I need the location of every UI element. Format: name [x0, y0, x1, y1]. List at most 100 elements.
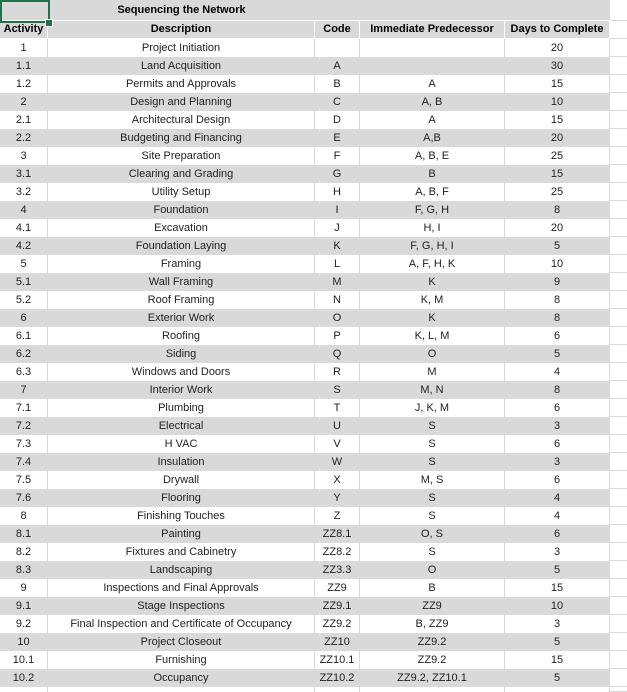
cell-days[interactable]: 5 — [505, 561, 610, 579]
cell-description[interactable]: H VAC — [48, 435, 315, 453]
empty-cell[interactable] — [610, 399, 627, 417]
cell-activity[interactable]: 4.1 — [0, 219, 48, 237]
cell-activity[interactable]: 6 — [0, 309, 48, 327]
empty-cell[interactable] — [48, 687, 315, 692]
cell-predecessor[interactable] — [360, 57, 505, 75]
cell-days[interactable]: 10 — [505, 255, 610, 273]
empty-cell[interactable] — [610, 201, 627, 219]
cell-days[interactable]: 4 — [505, 489, 610, 507]
cell-days[interactable]: 6 — [505, 327, 610, 345]
cell-description[interactable]: Flooring — [48, 489, 315, 507]
empty-cell[interactable] — [610, 147, 627, 165]
cell-code[interactable]: F — [315, 147, 360, 165]
empty-cell[interactable] — [360, 687, 505, 692]
cell-activity[interactable]: 8.2 — [0, 543, 48, 561]
cell-activity[interactable]: 5.2 — [0, 291, 48, 309]
cell-description[interactable]: Utility Setup — [48, 183, 315, 201]
cell-activity[interactable]: 2.2 — [0, 129, 48, 147]
cell-description[interactable]: Landscaping — [48, 561, 315, 579]
cell-activity[interactable]: 4.2 — [0, 237, 48, 255]
cell-code[interactable]: B — [315, 75, 360, 93]
empty-cell[interactable] — [315, 687, 360, 692]
empty-cell[interactable] — [610, 327, 627, 345]
cell-activity[interactable]: 10.1 — [0, 651, 48, 669]
cell-predecessor[interactable] — [360, 39, 505, 57]
cell-predecessor[interactable]: O — [360, 345, 505, 363]
empty-cell[interactable] — [610, 237, 627, 255]
cell-code[interactable]: H — [315, 183, 360, 201]
cell-predecessor[interactable]: ZZ9.2, ZZ10.1 — [360, 669, 505, 687]
cell-code[interactable]: ZZ10.1 — [315, 651, 360, 669]
cell-days[interactable]: 6 — [505, 435, 610, 453]
selected-cell[interactable] — [0, 0, 50, 23]
column-header-days[interactable]: Days to Complete — [505, 21, 610, 39]
cell-activity[interactable]: 7.2 — [0, 417, 48, 435]
cell-description[interactable]: Project Closeout — [48, 633, 315, 651]
cell-activity[interactable]: 8.1 — [0, 525, 48, 543]
cell-predecessor[interactable]: A, B, F — [360, 183, 505, 201]
cell-days[interactable]: 4 — [505, 363, 610, 381]
cell-days[interactable]: 20 — [505, 219, 610, 237]
empty-cell[interactable] — [610, 597, 627, 615]
cell-description[interactable]: Framing — [48, 255, 315, 273]
fill-handle[interactable] — [45, 19, 53, 27]
cell-days[interactable]: 8 — [505, 201, 610, 219]
cell-days[interactable]: 8 — [505, 309, 610, 327]
cell-activity[interactable]: 8.3 — [0, 561, 48, 579]
empty-cell[interactable] — [610, 525, 627, 543]
cell-predecessor[interactable]: S — [360, 453, 505, 471]
cell-description[interactable]: Siding — [48, 345, 315, 363]
cell-activity[interactable]: 9 — [0, 579, 48, 597]
empty-cell[interactable] — [610, 75, 627, 93]
empty-cell[interactable] — [610, 93, 627, 111]
cell-predecessor[interactable]: A — [360, 111, 505, 129]
cell-days[interactable]: 25 — [505, 147, 610, 165]
cell-code[interactable]: M — [315, 273, 360, 291]
cell-description[interactable]: Foundation Laying — [48, 237, 315, 255]
empty-cell[interactable] — [610, 615, 627, 633]
cell-description[interactable]: Fixtures and Cabinetry — [48, 543, 315, 561]
empty-cell[interactable] — [610, 21, 627, 39]
empty-cell[interactable] — [610, 651, 627, 669]
cell-description[interactable]: Permits and Approvals — [48, 75, 315, 93]
cell-days[interactable]: 15 — [505, 651, 610, 669]
cell-description[interactable]: Roofing — [48, 327, 315, 345]
cell-code[interactable]: ZZ8.1 — [315, 525, 360, 543]
cell-code[interactable]: ZZ10 — [315, 633, 360, 651]
cell-activity[interactable]: 7 — [0, 381, 48, 399]
empty-cell[interactable] — [610, 363, 627, 381]
cell-code[interactable]: C — [315, 93, 360, 111]
cell-predecessor[interactable]: M, S — [360, 471, 505, 489]
cell-code[interactable]: ZZ9.2 — [315, 615, 360, 633]
cell-activity[interactable]: 3.1 — [0, 165, 48, 183]
cell-description[interactable]: Land Acquisition — [48, 57, 315, 75]
cell-activity[interactable]: 7.3 — [0, 435, 48, 453]
cell-predecessor[interactable]: S — [360, 507, 505, 525]
empty-cell[interactable] — [610, 687, 627, 692]
cell-description[interactable]: Plumbing — [48, 399, 315, 417]
empty-cell[interactable] — [610, 183, 627, 201]
empty-cell[interactable] — [610, 309, 627, 327]
cell-days[interactable]: 3 — [505, 417, 610, 435]
cell-predecessor[interactable]: S — [360, 417, 505, 435]
cell-days[interactable]: 10 — [505, 597, 610, 615]
empty-cell[interactable] — [610, 507, 627, 525]
cell-activity[interactable]: 1.1 — [0, 57, 48, 75]
cell-a1[interactable] — [0, 0, 48, 21]
empty-cell[interactable] — [0, 687, 48, 692]
cell-days[interactable]: 30 — [505, 57, 610, 75]
cell-predecessor[interactable]: J, K, M — [360, 399, 505, 417]
empty-cell[interactable] — [610, 111, 627, 129]
cell-code[interactable]: I — [315, 201, 360, 219]
cell-code[interactable]: T — [315, 399, 360, 417]
cell-description[interactable]: Roof Framing — [48, 291, 315, 309]
cell-predecessor[interactable]: A, B, E — [360, 147, 505, 165]
cell-predecessor[interactable]: B — [360, 579, 505, 597]
empty-cell[interactable] — [610, 57, 627, 75]
cell-predecessor[interactable]: O — [360, 561, 505, 579]
column-header-description[interactable]: Description — [48, 21, 315, 39]
cell-activity[interactable]: 7.5 — [0, 471, 48, 489]
empty-cell[interactable] — [610, 219, 627, 237]
cell-predecessor[interactable]: K — [360, 273, 505, 291]
cell-days[interactable]: 6 — [505, 471, 610, 489]
